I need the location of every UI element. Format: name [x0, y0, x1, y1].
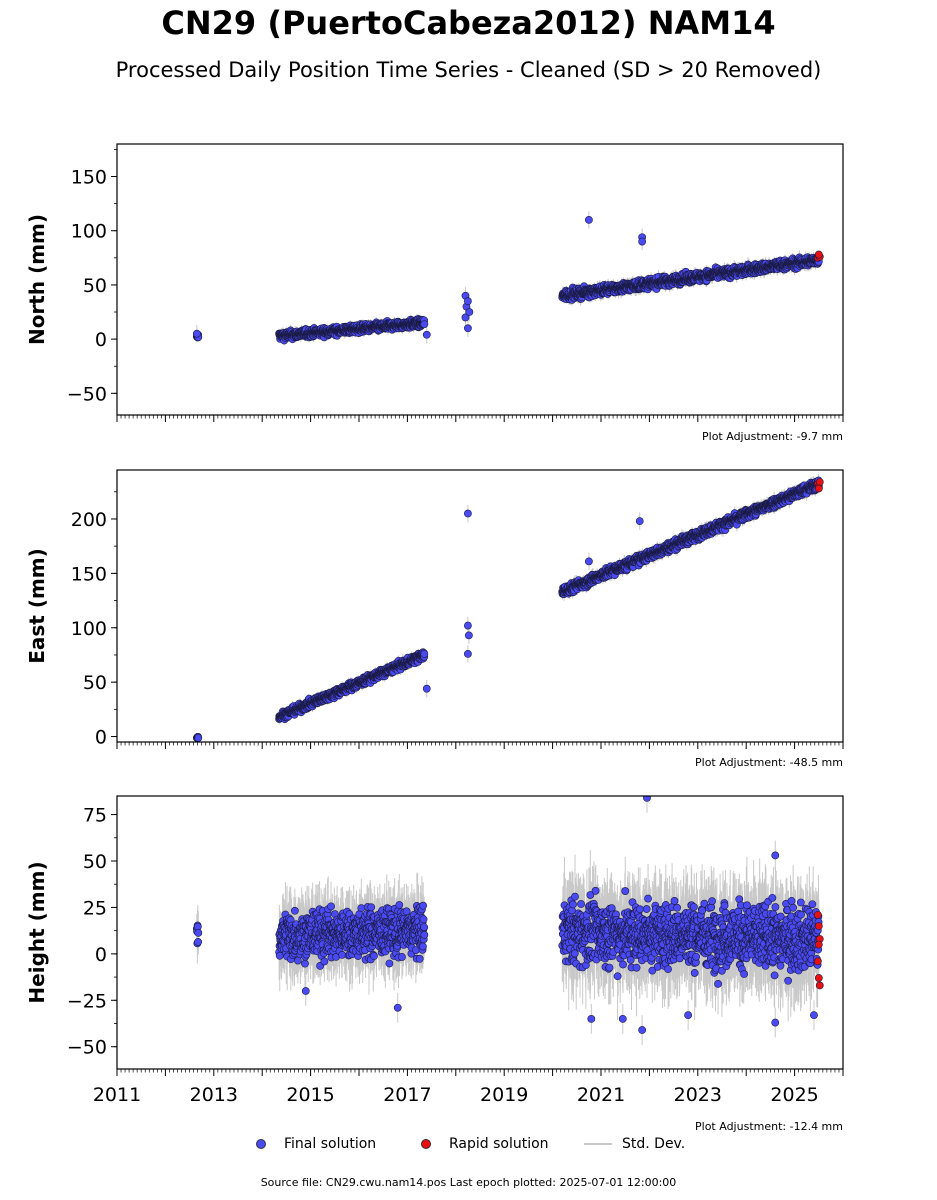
final-point [422, 330, 431, 339]
final-point [463, 297, 472, 306]
y-tick-label: −50 [67, 383, 107, 405]
panel-north: −50 0 50 100 150 North (mm) Plot Adjustment: -… [25, 143, 844, 443]
final-point [420, 320, 429, 329]
final-point [585, 215, 593, 224]
y-tick-label: 0 [95, 329, 107, 351]
axes-frame [116, 143, 844, 416]
chart-title: CN29 (PuertoCabeza2012) NAM14 [161, 4, 776, 42]
points-north [192, 215, 824, 345]
y-axis-label: North (mm) [25, 214, 49, 345]
chart-subtitle: Processed Daily Position Time Series - C… [115, 58, 822, 82]
y-tick-label: 100 [71, 221, 107, 243]
final-point [638, 237, 647, 246]
final-point [463, 324, 472, 333]
plot-adjustment-label: Plot Adjustment: -9.7 mm [702, 430, 843, 443]
rapid-point [814, 250, 823, 259]
y-tick-label: 150 [71, 167, 107, 189]
y-tick-label: 50 [83, 275, 107, 297]
final-point [461, 313, 470, 322]
final-point [465, 308, 474, 316]
final-point [192, 329, 201, 338]
